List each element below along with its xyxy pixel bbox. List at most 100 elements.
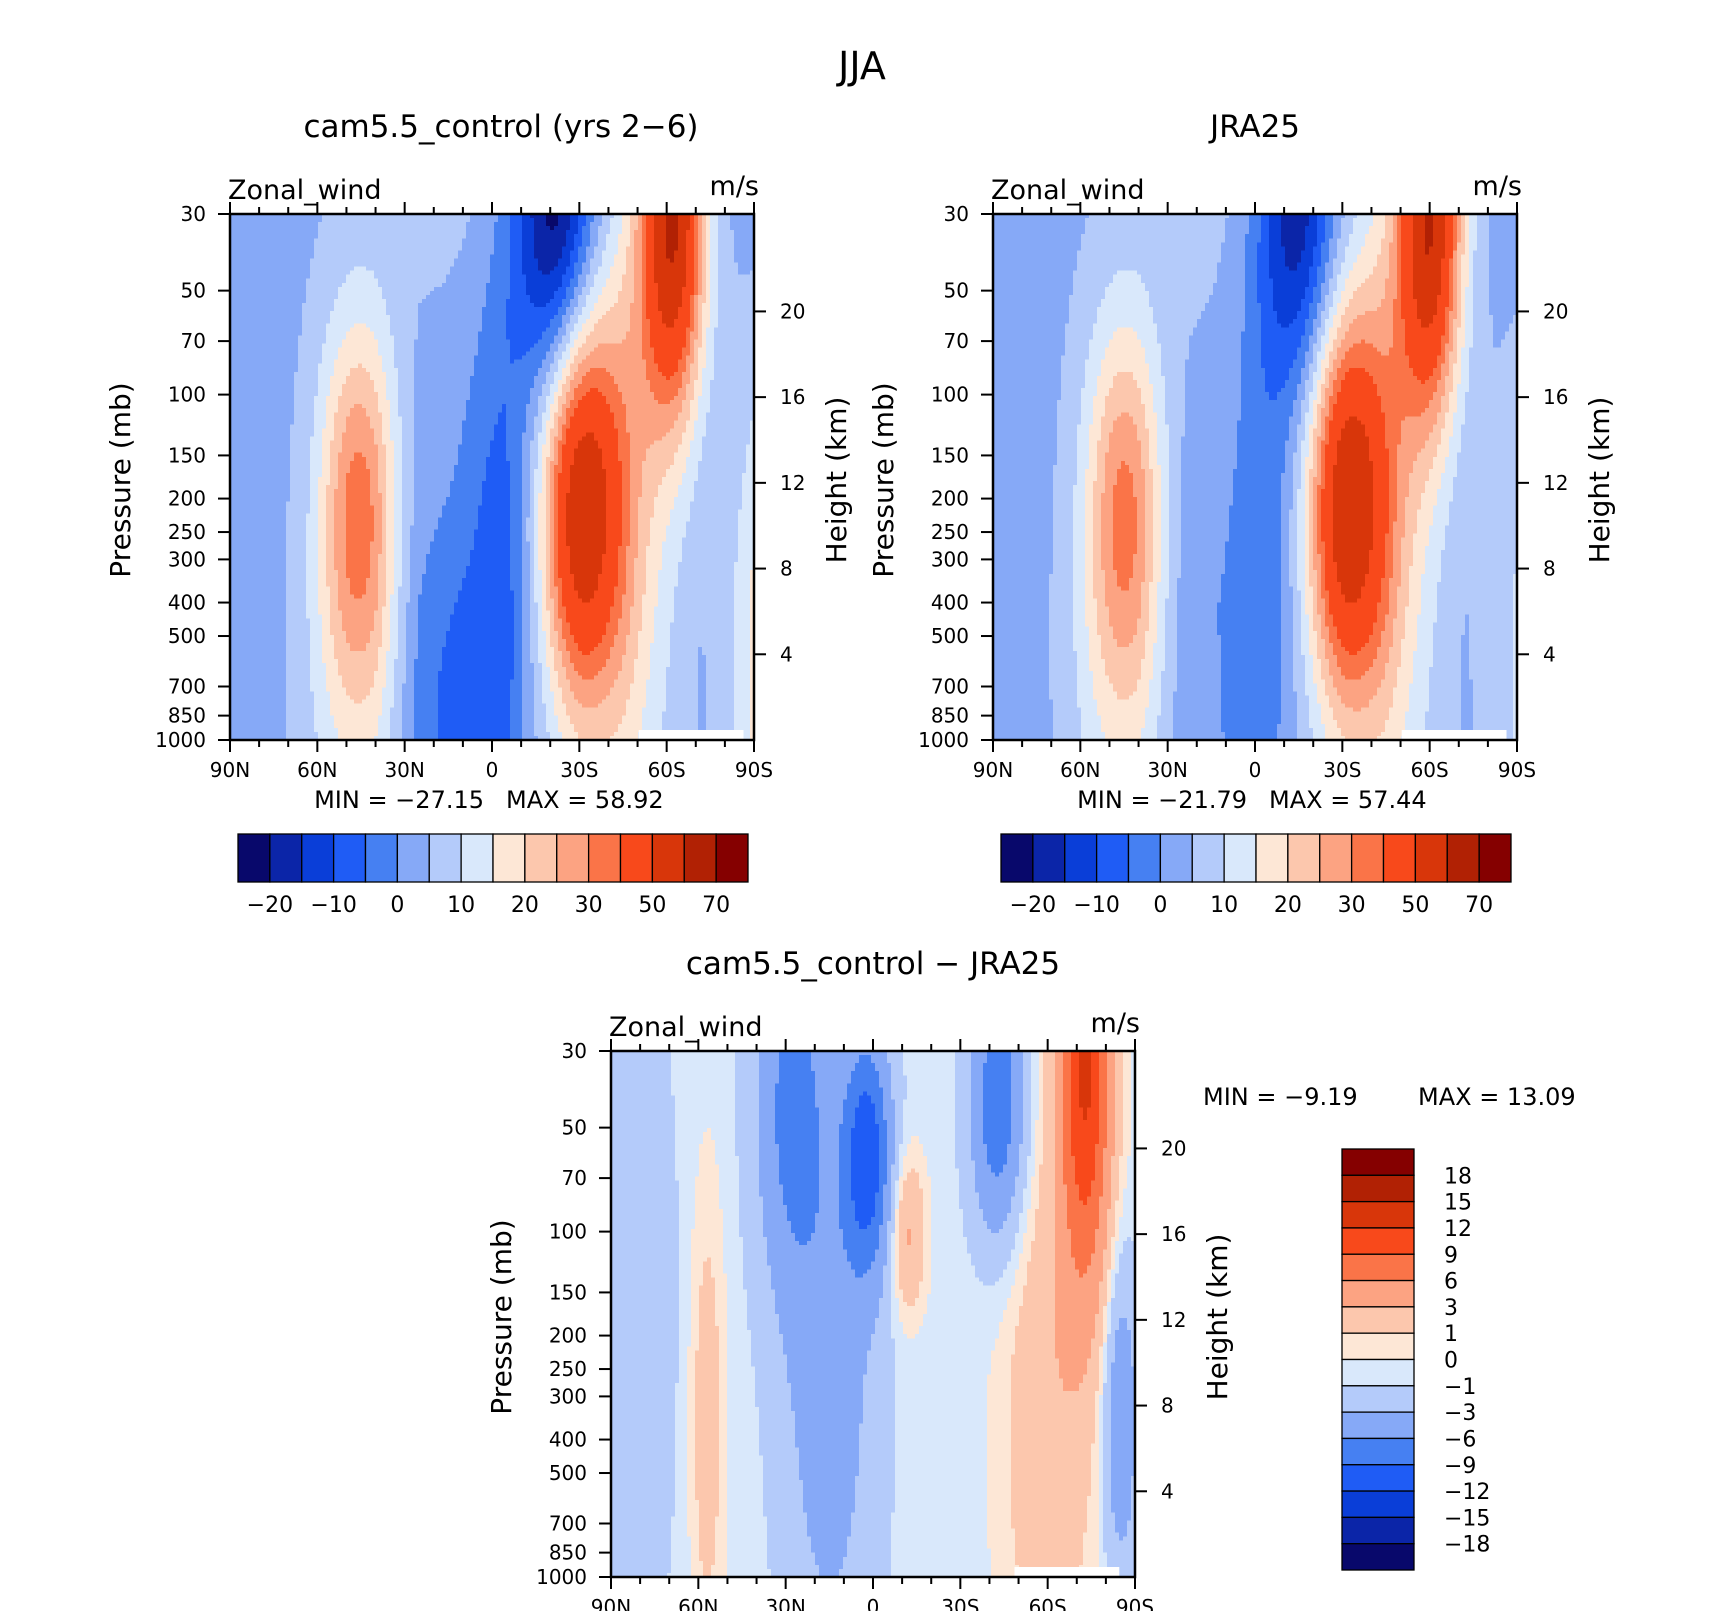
contour-cell <box>314 699 331 705</box>
contour-cell <box>1341 262 1354 268</box>
contour-cell <box>646 250 655 256</box>
contour-cell <box>606 489 623 494</box>
contour-cell <box>406 630 419 636</box>
contour-cell <box>738 521 755 527</box>
contour-cell <box>654 610 675 616</box>
contour-cell <box>542 416 551 421</box>
contour-cell <box>346 477 371 482</box>
contour-cell <box>458 452 491 458</box>
contour-cell <box>1305 319 1314 324</box>
contour-cell <box>1337 286 1346 292</box>
contour-cell <box>1429 246 1446 252</box>
contour-cell <box>510 703 523 709</box>
contour-cell <box>630 315 643 320</box>
contour-cell <box>690 226 695 231</box>
contour-cell <box>542 444 551 450</box>
contour-cell <box>750 420 755 425</box>
contour-cell <box>734 566 755 571</box>
contour-cell <box>550 477 555 482</box>
contour-cell <box>678 218 691 223</box>
contour-cell <box>550 679 559 684</box>
contour-cell <box>530 610 539 616</box>
contour-cell <box>522 630 531 636</box>
contour-cell <box>510 234 523 239</box>
contour-cell <box>618 553 627 559</box>
contour-cell <box>702 323 711 328</box>
contour-cell <box>1145 359 1162 365</box>
contour-cell <box>330 622 343 628</box>
contour-cell <box>526 412 539 417</box>
contour-cell <box>390 642 399 648</box>
contour-cell <box>366 642 383 648</box>
contour-cell <box>650 335 687 341</box>
contour-cell <box>562 303 571 308</box>
contour-cell <box>286 586 307 591</box>
contour-cell <box>546 715 559 721</box>
contour-cell <box>642 278 647 284</box>
contour-cell <box>1273 303 1302 308</box>
contour-cell <box>402 570 411 575</box>
contour-cell <box>1325 347 1334 353</box>
contour-cell <box>618 387 651 393</box>
contour-cell <box>330 440 343 446</box>
contour-cell <box>1285 246 1306 252</box>
contour-cell <box>562 626 571 632</box>
contour-cell <box>342 626 375 632</box>
contour-cell <box>734 246 755 252</box>
contour-cell <box>402 525 411 531</box>
contour-cell <box>1389 250 1398 256</box>
contour-cell <box>1093 335 1114 341</box>
contour-cell <box>554 525 559 531</box>
contour-cell <box>386 602 391 608</box>
contour-cell <box>1065 351 1090 357</box>
contour-cell <box>1425 222 1434 227</box>
contour-cell <box>550 533 555 539</box>
contour-cell <box>710 404 755 409</box>
contour-cell <box>690 298 695 304</box>
contour-cell <box>394 448 403 454</box>
contour-cell <box>230 230 319 235</box>
contour-cell <box>1065 343 1090 349</box>
contour-cell <box>470 553 511 559</box>
contour-cell <box>730 222 755 227</box>
contour-cell <box>306 574 319 579</box>
contour-cell <box>394 477 403 482</box>
contour-cell <box>522 468 531 474</box>
contour-cell <box>602 699 627 705</box>
contour-cell <box>346 545 371 551</box>
contour-cell <box>698 723 707 729</box>
contour-cell <box>598 578 619 583</box>
contour-cell <box>306 521 319 527</box>
contour-cell <box>1441 258 1450 264</box>
contour-cell <box>614 602 623 608</box>
contour-cell <box>698 238 703 243</box>
contour-cell <box>642 485 659 490</box>
contour-cell <box>642 266 647 272</box>
contour-cell <box>558 602 563 608</box>
contour-cell <box>454 477 487 482</box>
contour-cell <box>674 618 735 624</box>
contour-cell <box>678 574 735 579</box>
contour-cell <box>378 667 387 672</box>
contour-cell <box>626 707 643 713</box>
contour-cell <box>1401 218 1414 223</box>
contour-cell <box>698 298 707 304</box>
contour-cell <box>374 537 383 543</box>
contour-cell <box>1389 258 1398 264</box>
contour-cell <box>734 242 755 247</box>
contour-cell <box>534 541 539 547</box>
contour-cell <box>534 699 543 705</box>
contour-cell <box>694 311 699 316</box>
contour-cell <box>1325 355 1330 361</box>
contour-cell <box>546 561 551 567</box>
contour-cell <box>738 557 755 563</box>
contour-cell <box>690 408 699 413</box>
contour-cell <box>510 707 523 713</box>
contour-cell <box>1209 298 1246 304</box>
contour-cell <box>682 408 691 413</box>
contour-cell <box>510 517 523 523</box>
contour-cell <box>626 634 639 640</box>
contour-cell <box>626 699 647 705</box>
contour-cell <box>694 230 699 235</box>
contour-cell <box>634 278 643 284</box>
